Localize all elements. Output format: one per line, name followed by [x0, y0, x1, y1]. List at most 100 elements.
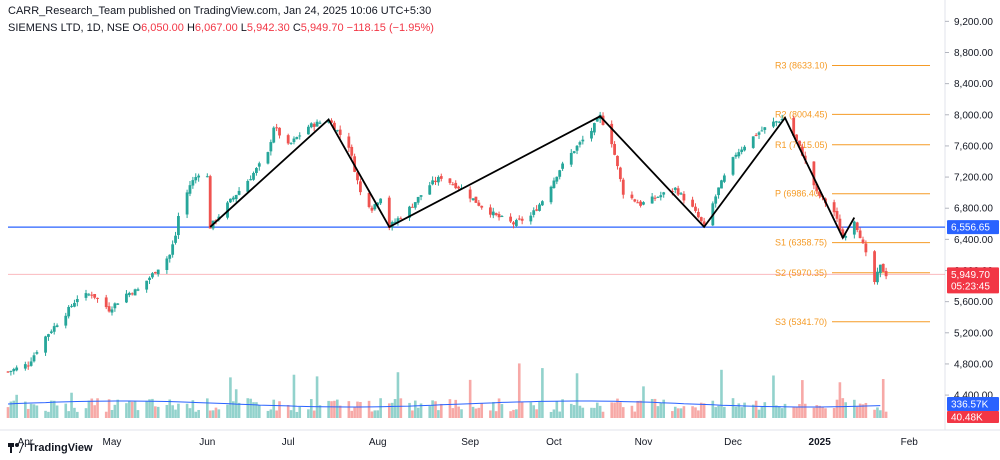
- volume-bar: [549, 411, 553, 418]
- volume-bar: [610, 402, 614, 418]
- volume-bar: [457, 406, 460, 418]
- candle-body: [379, 198, 383, 204]
- change-value: −118.15 (−1.95%): [346, 22, 434, 34]
- candle-body: [73, 302, 76, 307]
- candle-body: [514, 220, 518, 226]
- volume-bar: [737, 403, 741, 418]
- volume-bar: [474, 408, 478, 418]
- pattern-zigzag-line[interactable]: [209, 115, 856, 240]
- volume-bar: [439, 403, 443, 418]
- tradingview-logo[interactable]: TradingView: [8, 442, 93, 454]
- candle-body: [717, 187, 720, 196]
- candle-body: [116, 303, 120, 305]
- volume-bar: [315, 376, 319, 418]
- candle-body: [327, 120, 331, 123]
- volume-tag-bg: [947, 411, 999, 423]
- candle-body: [861, 239, 865, 244]
- x-tick-label: 2025: [809, 437, 832, 448]
- volume-bar: [174, 409, 177, 418]
- candle-body: [720, 180, 723, 189]
- candle-body: [335, 130, 339, 132]
- publisher-caption: CARR_Research_Team published on TradingV…: [8, 5, 432, 17]
- candle-body: [148, 277, 151, 281]
- candle-body: [572, 151, 576, 154]
- candle-body: [93, 293, 97, 298]
- volume-bar: [113, 404, 117, 418]
- volume-bar: [760, 406, 764, 418]
- candle-body: [145, 280, 149, 290]
- candle-body: [165, 258, 169, 271]
- candle-body: [113, 303, 117, 309]
- candle-body: [205, 176, 209, 178]
- candle-body: [431, 180, 435, 185]
- volume-bar: [841, 398, 845, 418]
- candle-body: [338, 129, 342, 135]
- volume-bar: [356, 401, 359, 418]
- candle-body: [734, 154, 738, 157]
- candle-body: [275, 127, 279, 129]
- volume-bar: [515, 409, 518, 418]
- x-tick-label: Nov: [635, 437, 653, 448]
- volume-bar: [359, 401, 362, 418]
- volume-bar: [434, 401, 437, 418]
- candle-body: [436, 177, 440, 183]
- volume-bar: [520, 401, 524, 418]
- candle-body: [610, 123, 614, 145]
- volume-bar: [191, 400, 195, 418]
- candle-body: [881, 263, 885, 272]
- candle-body: [309, 123, 313, 128]
- candle-body: [468, 189, 472, 199]
- volume-bar: [772, 375, 775, 418]
- x-tick-label: Oct: [546, 437, 562, 448]
- y-tick-label: 4,800.00: [954, 359, 993, 370]
- volume-bar: [613, 402, 616, 418]
- volume-bar: [699, 402, 703, 418]
- candle-body: [451, 184, 455, 186]
- candle-body: [835, 211, 839, 219]
- x-tick-label: Apr: [18, 437, 34, 448]
- candle-body: [595, 118, 599, 122]
- candle-body: [800, 146, 804, 156]
- candle-body: [292, 138, 296, 143]
- volume-bar: [780, 408, 784, 418]
- volume-bar: [185, 403, 189, 418]
- candle-body: [347, 136, 351, 148]
- candle-body: [289, 142, 293, 144]
- candle-body: [639, 201, 642, 206]
- candle-body: [370, 207, 374, 211]
- volume-bar: [616, 398, 619, 418]
- volume-bar: [330, 401, 333, 418]
- volume-bar: [350, 410, 354, 418]
- volume-bar: [824, 408, 827, 418]
- volume-bar: [295, 411, 299, 418]
- candle-body: [538, 204, 541, 211]
- volume-bar: [653, 398, 657, 418]
- candle-body: [512, 222, 515, 225]
- volume-bar: [419, 403, 423, 418]
- volume-bar: [590, 407, 593, 418]
- volume-bar: [717, 405, 720, 418]
- candle-body: [852, 221, 856, 235]
- volume-bar: [278, 401, 281, 418]
- candle-body: [662, 192, 666, 195]
- volume-bar: [413, 400, 417, 418]
- volume-bar: [390, 402, 394, 418]
- candle-body: [373, 204, 377, 210]
- volume-bar: [206, 398, 209, 418]
- volume-bar: [821, 406, 824, 418]
- volume-bar: [226, 404, 229, 418]
- candle-body: [517, 218, 521, 220]
- volume-bar: [694, 407, 697, 418]
- volume-bar: [67, 411, 70, 418]
- candle-body: [558, 170, 562, 177]
- candle-body: [714, 196, 718, 204]
- candle-body: [151, 273, 154, 278]
- volume-bar: [353, 407, 356, 418]
- candle-body: [873, 251, 876, 282]
- volume-bar: [399, 398, 403, 418]
- candle-body: [636, 202, 640, 204]
- volume-bar: [734, 406, 738, 418]
- candle-body: [616, 155, 619, 167]
- candle-body: [480, 205, 484, 208]
